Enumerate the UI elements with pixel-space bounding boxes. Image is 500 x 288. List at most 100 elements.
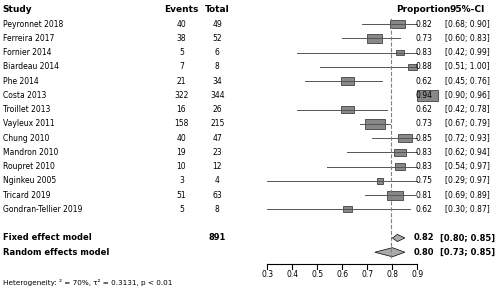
Text: 0.5: 0.5: [312, 270, 324, 279]
Text: 49: 49: [212, 20, 222, 29]
Text: Biardeau 2014: Biardeau 2014: [3, 62, 59, 71]
Text: Vayleux 2011: Vayleux 2011: [3, 120, 54, 128]
Text: 891: 891: [208, 234, 226, 242]
Text: 0.80: 0.80: [414, 248, 434, 257]
Text: 0.9: 0.9: [412, 270, 424, 279]
Text: Ferreira 2017: Ferreira 2017: [3, 34, 54, 43]
Text: [0.68; 0.90]: [0.68; 0.90]: [445, 20, 490, 29]
Text: [0.29; 0.97]: [0.29; 0.97]: [445, 177, 490, 185]
FancyBboxPatch shape: [341, 106, 353, 113]
FancyBboxPatch shape: [343, 206, 352, 213]
FancyBboxPatch shape: [395, 163, 405, 170]
Text: [0.60; 0.83]: [0.60; 0.83]: [445, 34, 490, 43]
Text: Nginkeu 2005: Nginkeu 2005: [3, 177, 56, 185]
Text: Costa 2013: Costa 2013: [3, 91, 46, 100]
Text: 344: 344: [210, 91, 224, 100]
FancyBboxPatch shape: [394, 149, 406, 156]
Text: [0.30; 0.87]: [0.30; 0.87]: [445, 205, 490, 214]
Text: 12: 12: [212, 162, 222, 171]
Text: 47: 47: [212, 134, 222, 143]
Text: [0.72; 0.93]: [0.72; 0.93]: [445, 134, 490, 143]
Text: 0.85: 0.85: [415, 134, 432, 143]
Text: 215: 215: [210, 120, 224, 128]
FancyBboxPatch shape: [387, 191, 402, 200]
Text: 6: 6: [215, 48, 220, 57]
Text: 0.81: 0.81: [415, 191, 432, 200]
Text: [0.45; 0.76]: [0.45; 0.76]: [445, 77, 490, 86]
FancyBboxPatch shape: [396, 50, 404, 56]
Text: Fornier 2014: Fornier 2014: [3, 48, 51, 57]
Text: [0.67; 0.79]: [0.67; 0.79]: [445, 120, 490, 128]
Text: Gondran-Tellier 2019: Gondran-Tellier 2019: [3, 205, 82, 214]
Text: Chung 2010: Chung 2010: [3, 134, 49, 143]
FancyBboxPatch shape: [376, 178, 383, 183]
Text: Proportion: Proportion: [396, 5, 451, 14]
Text: 0.3: 0.3: [261, 270, 274, 279]
Text: 10: 10: [176, 162, 186, 171]
Text: [0.69; 0.89]: [0.69; 0.89]: [445, 191, 490, 200]
Polygon shape: [392, 234, 405, 242]
Text: 322: 322: [174, 91, 188, 100]
Text: 0.83: 0.83: [415, 162, 432, 171]
Text: 0.88: 0.88: [415, 62, 432, 71]
Text: 0.73: 0.73: [415, 120, 432, 128]
FancyBboxPatch shape: [398, 134, 412, 142]
Text: 0.82: 0.82: [414, 234, 434, 242]
Text: 95%-CI: 95%-CI: [450, 5, 485, 14]
Text: 0.83: 0.83: [415, 48, 432, 57]
Text: 0.8: 0.8: [386, 270, 398, 279]
Text: Roupret 2010: Roupret 2010: [3, 162, 54, 171]
Polygon shape: [375, 248, 405, 257]
Text: 0.73: 0.73: [415, 34, 432, 43]
FancyBboxPatch shape: [368, 34, 382, 43]
Text: Study: Study: [3, 5, 32, 14]
Text: Events: Events: [164, 5, 198, 14]
Text: [0.51; 1.00]: [0.51; 1.00]: [445, 62, 490, 71]
Text: 8: 8: [215, 62, 220, 71]
Text: [0.62; 0.94]: [0.62; 0.94]: [445, 148, 490, 157]
Text: 7: 7: [179, 62, 184, 71]
Text: [0.80; 0.85]: [0.80; 0.85]: [440, 234, 495, 242]
Text: 0.62: 0.62: [415, 105, 432, 114]
Text: 158: 158: [174, 120, 188, 128]
Text: 63: 63: [212, 191, 222, 200]
Text: 21: 21: [176, 77, 186, 86]
Text: Tricard 2019: Tricard 2019: [3, 191, 50, 200]
Text: [0.42; 0.78]: [0.42; 0.78]: [445, 105, 490, 114]
Text: 40: 40: [176, 20, 186, 29]
FancyBboxPatch shape: [417, 90, 438, 101]
Text: 0.62: 0.62: [415, 205, 432, 214]
Text: Random effects model: Random effects model: [3, 248, 109, 257]
Text: 0.83: 0.83: [415, 148, 432, 157]
Text: Phe 2014: Phe 2014: [3, 77, 38, 86]
Text: 8: 8: [215, 205, 220, 214]
Text: 5: 5: [179, 48, 184, 57]
Text: 40: 40: [176, 134, 186, 143]
Text: 34: 34: [212, 77, 222, 86]
Text: [0.42; 0.99]: [0.42; 0.99]: [445, 48, 490, 57]
Text: [0.90; 0.96]: [0.90; 0.96]: [445, 91, 490, 100]
Text: 19: 19: [176, 148, 186, 157]
FancyBboxPatch shape: [365, 119, 384, 129]
Text: Heterogeneity: ² = 70%, τ² = 0.3131, p < 0.01: Heterogeneity: ² = 70%, τ² = 0.3131, p <…: [3, 279, 172, 286]
Text: 38: 38: [176, 34, 186, 43]
Text: 3: 3: [179, 177, 184, 185]
Text: 16: 16: [176, 105, 186, 114]
Text: Peyronnet 2018: Peyronnet 2018: [3, 20, 63, 29]
Text: 26: 26: [212, 105, 222, 114]
Text: 5: 5: [179, 205, 184, 214]
Text: Troillet 2013: Troillet 2013: [3, 105, 50, 114]
FancyBboxPatch shape: [340, 77, 354, 85]
Text: 52: 52: [212, 34, 222, 43]
Text: 0.82: 0.82: [415, 20, 432, 29]
Text: 0.7: 0.7: [362, 270, 374, 279]
Text: Total: Total: [205, 5, 230, 14]
Text: 23: 23: [212, 148, 222, 157]
Text: 4: 4: [215, 177, 220, 185]
Text: 0.6: 0.6: [336, 270, 348, 279]
FancyBboxPatch shape: [390, 20, 404, 28]
Text: 51: 51: [176, 191, 186, 200]
Text: 0.75: 0.75: [415, 177, 432, 185]
Text: [0.73; 0.85]: [0.73; 0.85]: [440, 248, 495, 257]
Text: 0.4: 0.4: [286, 270, 298, 279]
